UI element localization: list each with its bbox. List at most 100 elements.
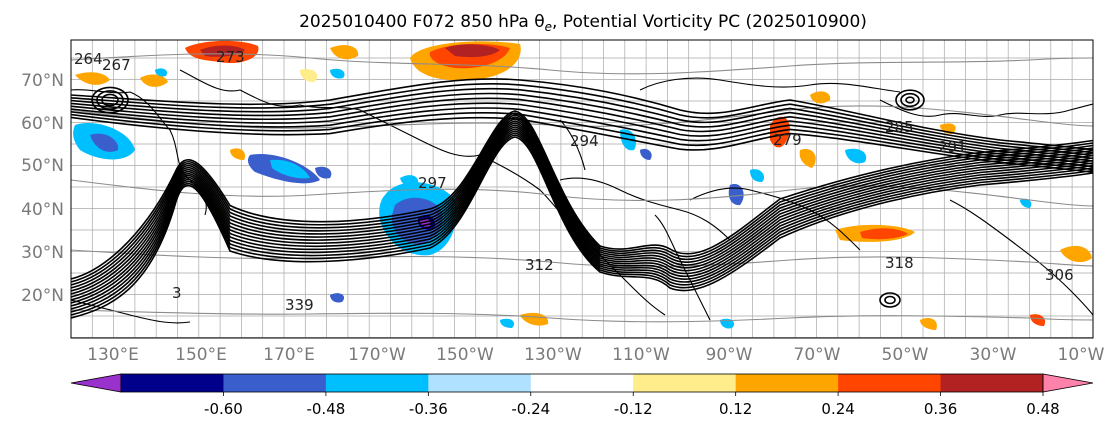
pv-positive-area	[75, 72, 110, 85]
pv-contour-line	[71, 110, 1093, 280]
latitude-label: 70°N	[21, 71, 64, 91]
pv-positive-area	[1030, 314, 1046, 326]
colorbar-extend-max	[1042, 373, 1094, 393]
pv-contour-line	[71, 87, 1093, 157]
pv-negative-area	[330, 293, 345, 303]
colorbar-tick-label: 0.48	[1026, 400, 1059, 418]
pv-contour-line	[71, 136, 1093, 319]
colorbar-segment	[940, 374, 1044, 392]
colorbar-tick-label: 0.36	[924, 400, 957, 418]
latitude-label: 20°N	[21, 286, 64, 306]
longitude-label: 50°W	[882, 345, 929, 365]
pv-positive-area	[860, 228, 908, 240]
latitude-labels: 70°N 60°N 50°N 40°N 30°N 20°N	[21, 71, 64, 306]
colorbar-segment	[428, 374, 532, 392]
colorbar-segment	[530, 374, 634, 392]
longitude-label: 130°E	[87, 345, 139, 365]
pv-contour-line	[71, 126, 1093, 304]
pv-contour-line	[71, 116, 1093, 289]
pv-closed-contour	[91, 86, 129, 114]
pv-contour-line	[71, 92, 1093, 160]
pv-contour-line	[71, 118, 1093, 292]
pv-negative-area	[640, 148, 652, 160]
pv-closed-contour	[96, 90, 124, 110]
longitude-label: 150°W	[436, 345, 494, 365]
contour-labels: 264 267 273 294 279 285 291 297 312 306 …	[74, 48, 1074, 314]
pv-negative-area	[270, 159, 310, 179]
contour-label: 279	[773, 131, 802, 149]
contour-label: 339	[285, 296, 314, 314]
pv-contour-line	[71, 124, 1093, 301]
pv-contour-line	[71, 130, 1093, 310]
colorbar-frame	[120, 373, 1044, 393]
pv-contour-line	[71, 107, 1093, 168]
pv-contour-line	[71, 114, 1093, 286]
longitude-label: 130°W	[524, 345, 582, 365]
colorbar-tick-label: -0.24	[511, 400, 550, 418]
pv-positive-area	[1060, 245, 1092, 263]
pv-positive-area	[770, 116, 790, 148]
colorbar-extend-min	[70, 373, 122, 393]
pv-negative-area	[155, 68, 168, 77]
pv-closed-contour	[895, 89, 925, 111]
pv-contour-line	[71, 128, 1093, 307]
pv-closed-contour	[900, 92, 920, 108]
colorbar-segment	[735, 374, 839, 392]
longitude-label: 110°W	[612, 345, 670, 365]
map-title: 2025010400 F072 850 hPa θe, Potential Vo…	[299, 12, 867, 34]
longitude-label: 90°W	[706, 345, 753, 365]
pv-contours	[71, 78, 1093, 319]
contour-label: 267	[102, 56, 131, 74]
longitude-label: 30°W	[970, 345, 1017, 365]
colorbar-tick-label: -0.12	[614, 400, 653, 418]
longitude-labels: 130°E 150°E 170°E 170°W 150°W 130°W 110°W 90°W 7…	[87, 345, 1105, 365]
pv-positive-area	[799, 149, 816, 168]
colorbar-segment	[633, 374, 737, 392]
pv-contour-line	[71, 111, 1093, 171]
pv-closed-contour	[101, 93, 119, 107]
pv-negative-area	[845, 148, 867, 164]
map-frame	[70, 39, 1094, 339]
contour-label: 294	[570, 132, 599, 150]
latitude-label: 60°N	[21, 114, 64, 134]
longitude-label: 150°E	[175, 345, 227, 365]
colorbar-segment	[325, 374, 429, 392]
contour-label: 297	[418, 174, 447, 192]
pv-positive-area	[300, 69, 318, 82]
contour-label: 291	[938, 138, 967, 156]
pv-shading	[73, 40, 1092, 330]
pv-contour-line	[71, 78, 1093, 151]
pv-contour-line	[71, 97, 1093, 162]
pv-negative-area	[315, 166, 332, 179]
colorbar-segment	[223, 374, 327, 392]
colorbar-segment	[838, 374, 942, 392]
pv-negative-area	[1020, 198, 1032, 208]
pv-negative-area	[90, 133, 119, 152]
pv-closed-contour	[879, 292, 901, 308]
pv-contour-line	[71, 132, 1093, 313]
longitude-label: 170°E	[263, 345, 315, 365]
pv-positive-area	[810, 91, 831, 104]
longitude-label: 10°W	[1058, 345, 1105, 365]
colorbar-tick-label: -0.36	[409, 400, 448, 418]
latitude-label: 40°N	[21, 200, 64, 220]
longitude-label: 70°W	[794, 345, 841, 365]
pv-positive-area	[920, 318, 937, 330]
latitude-label: 30°N	[21, 243, 64, 263]
contour-label: 3	[172, 284, 182, 302]
longitude-label: 170°W	[348, 345, 406, 365]
pv-negative-area	[400, 175, 419, 186]
colorbar: -0.60 -0.48 -0.36 -0.24 -0.12 0.12 0.24 0.36 0.4…	[70, 373, 1094, 418]
pv-contour-line	[71, 102, 1093, 165]
pv-positive-area	[140, 74, 168, 87]
pv-contour-line	[71, 112, 1093, 283]
contour-label: 285	[885, 118, 914, 136]
contour-label: 264	[74, 50, 103, 68]
contour-label: 312	[525, 256, 554, 274]
contour-label: 306	[1045, 266, 1074, 284]
pv-positive-area	[445, 44, 500, 58]
contour-label: 273	[216, 48, 245, 66]
pv-contour-line	[71, 122, 1093, 298]
lat-lon-grid	[71, 40, 1093, 338]
